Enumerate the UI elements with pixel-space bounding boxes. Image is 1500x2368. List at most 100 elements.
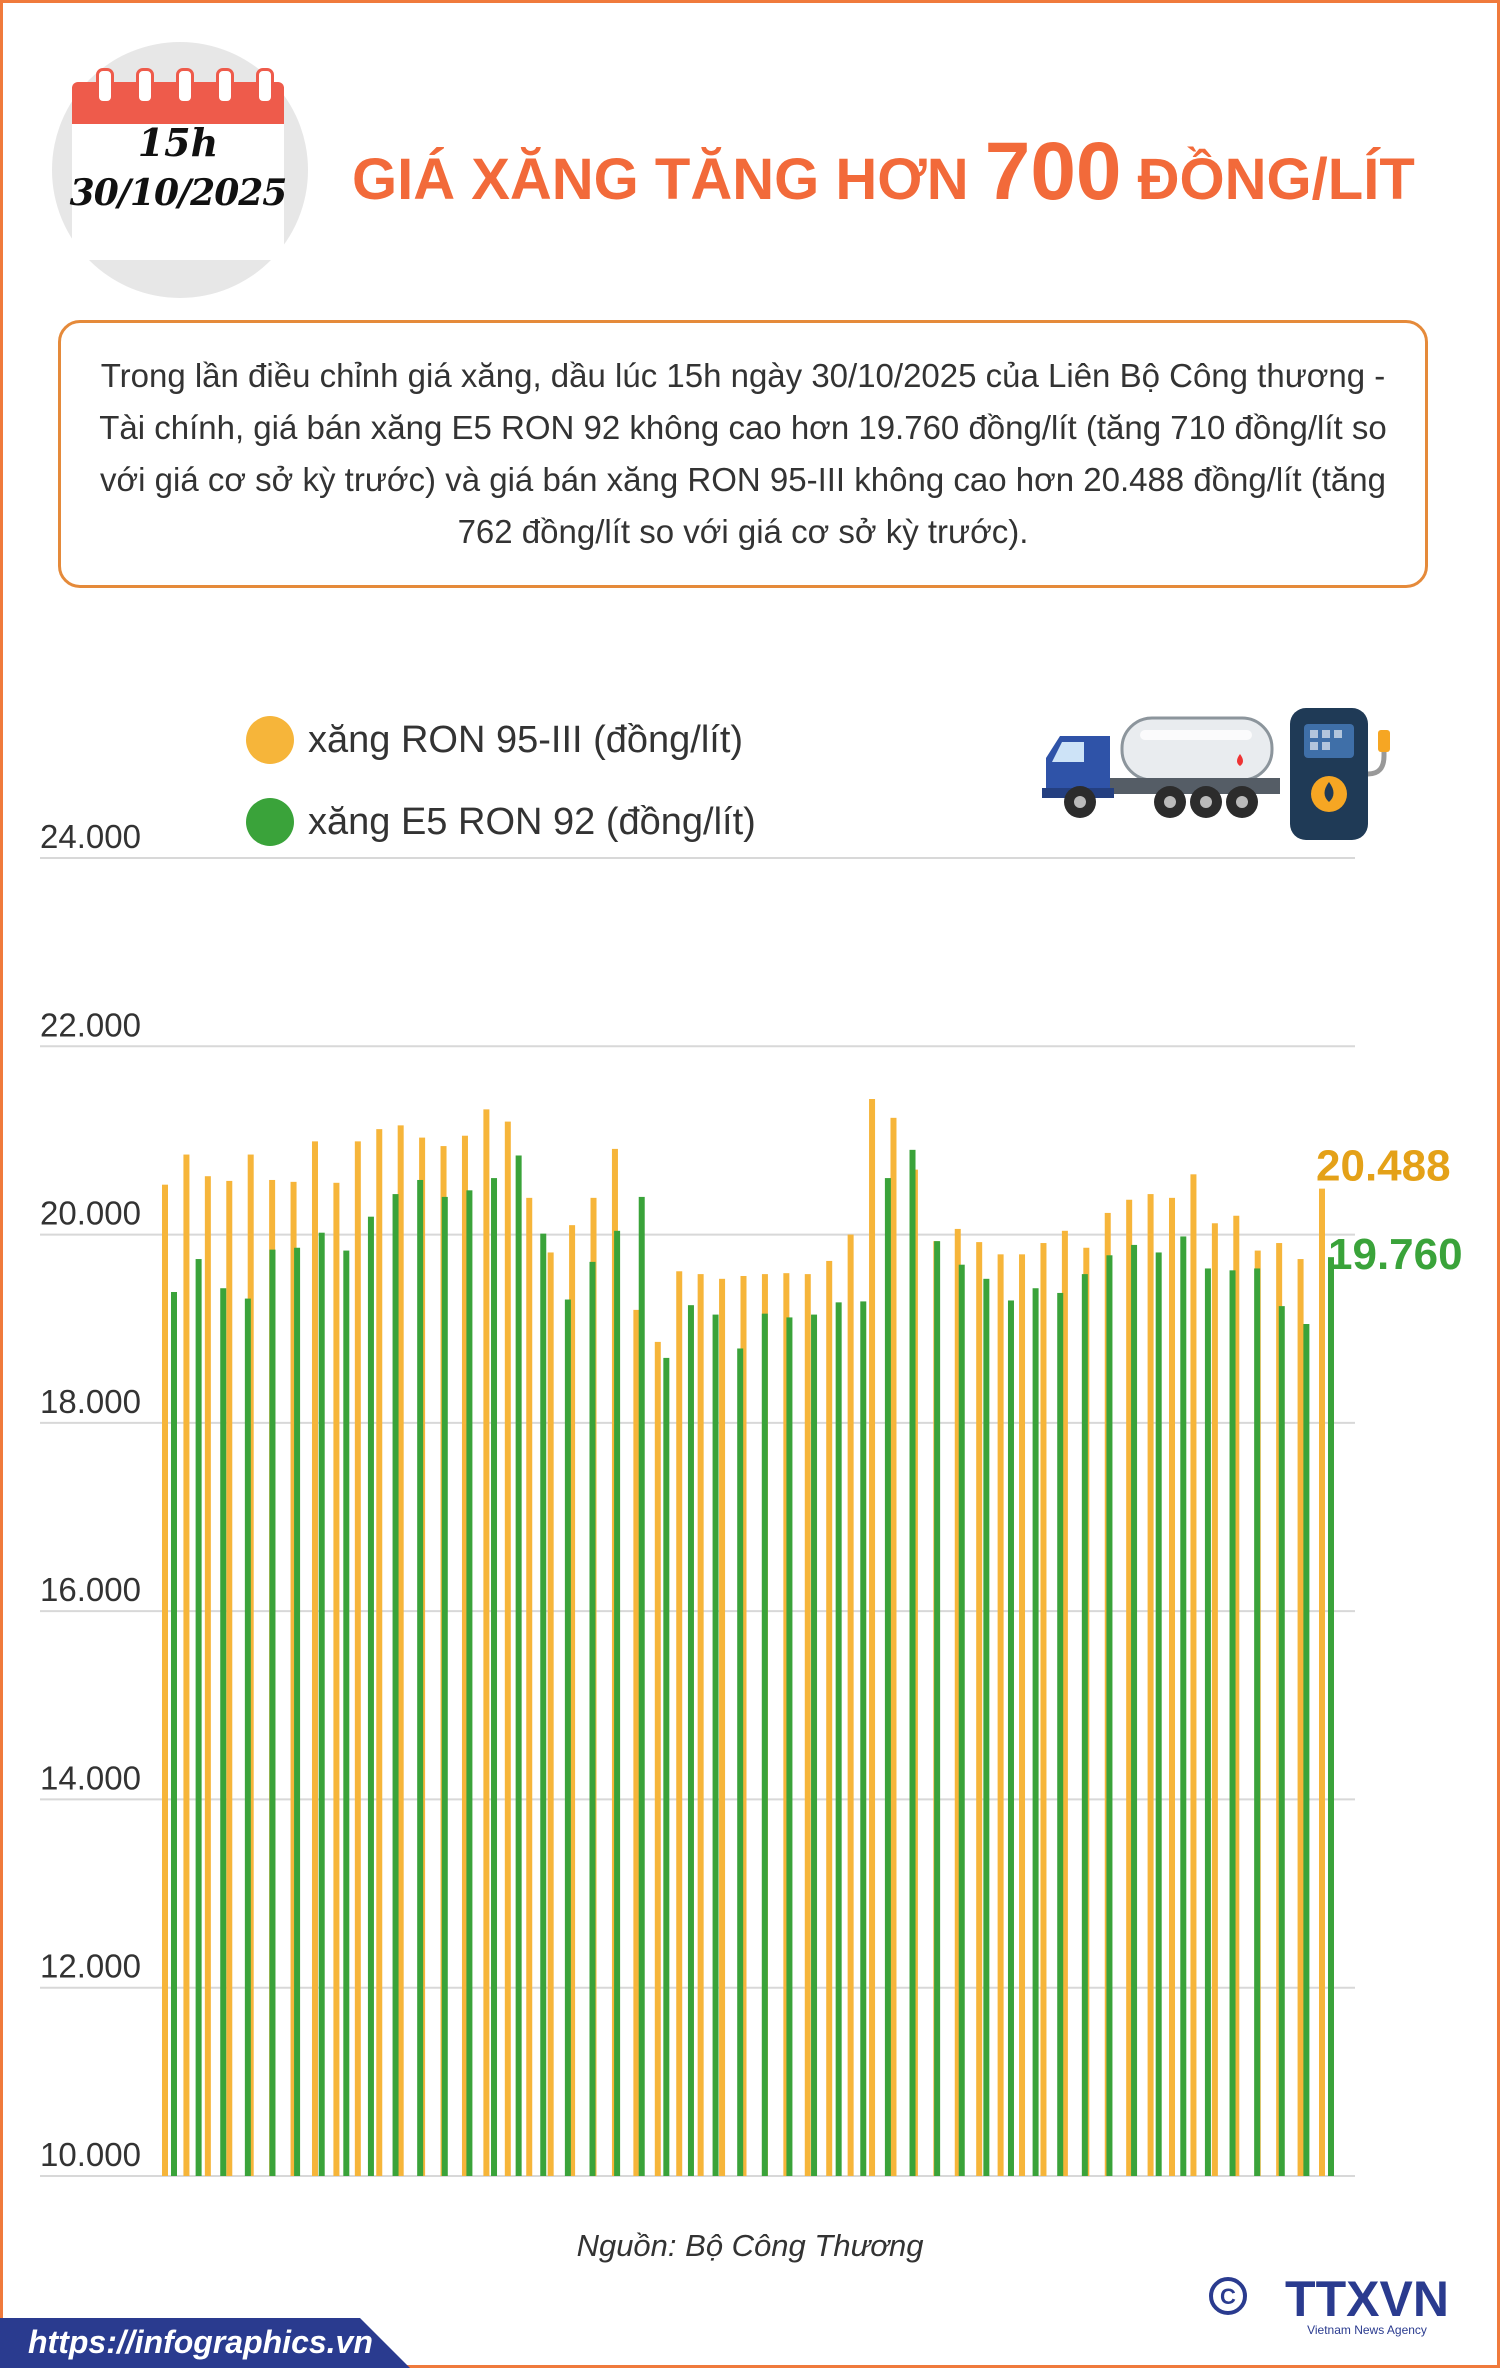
bar-e5 (417, 1179, 424, 2176)
bar-ron95 (976, 1242, 983, 2176)
bar-e5 (1007, 1300, 1014, 2176)
bar-e5 (1204, 1268, 1211, 2176)
logo-text: TTXVN (1285, 2271, 1449, 2327)
bar-e5 (1155, 1252, 1162, 2176)
y-tick-label: 10.000 (40, 2136, 141, 2173)
bar-e5 (786, 1317, 793, 2176)
bar-ron95 (633, 1309, 640, 2176)
url-bar (0, 2318, 410, 2368)
bar-ron95 (226, 1180, 233, 2176)
bar-ron95 (676, 1271, 683, 2176)
bar-ron95 (783, 1273, 790, 2176)
bar-e5 (1303, 1324, 1310, 2176)
bar-e5 (1328, 1257, 1334, 2176)
bar-e5 (318, 1232, 325, 2176)
bar-e5 (958, 1264, 965, 2176)
chart-bars (162, 1099, 1334, 2176)
bar-ron95 (1319, 1188, 1325, 2176)
bar-e5 (811, 1314, 818, 2176)
bar-e5 (712, 1314, 719, 2176)
bar-ron95 (354, 1141, 361, 2176)
bar-e5 (761, 1313, 768, 2176)
page-title: GIÁ XĂNG TĂNG HƠN 700 ĐỒNG/LÍT (352, 125, 1452, 219)
bar-e5 (1032, 1288, 1039, 2176)
calendar-ring (216, 68, 234, 104)
bar-e5 (392, 1194, 399, 2176)
bar-e5 (687, 1305, 694, 2176)
bar-ron95 (183, 1154, 190, 2176)
calendar-date: 30/10/2025 (69, 172, 288, 214)
bar-e5 (171, 1291, 177, 2176)
bar-ron95 (569, 1225, 576, 2176)
bar-ron95 (162, 1184, 168, 2176)
bar-ron95 (397, 1125, 404, 2176)
ttxvn-logo: TTXVN Vietnam News Agency (1285, 2271, 1449, 2337)
y-tick-label: 16.000 (40, 1571, 141, 1608)
y-tick-label: 12.000 (40, 1948, 141, 1985)
bar-ron95 (890, 1117, 897, 2176)
bar-e5 (663, 1357, 670, 2176)
legend-item-e5: xăng E5 RON 92 (đồng/lít) (246, 798, 756, 846)
bar-ron95 (847, 1234, 854, 2176)
bar-ron95 (1040, 1243, 1047, 2176)
legend-swatch-e5 (246, 798, 294, 846)
bar-ron95 (1169, 1197, 1176, 2176)
copyright-icon: C (1209, 2277, 1247, 2315)
bar-ron95 (290, 1181, 297, 2176)
bar-e5 (515, 1155, 522, 2176)
bar-e5 (294, 1247, 301, 2176)
description-box: Trong lần điều chỉnh giá xăng, dầu lúc 1… (58, 320, 1428, 588)
bar-e5 (934, 1241, 941, 2176)
title-suffix: ĐỒNG/LÍT (1121, 147, 1415, 212)
bar-ron95 (1126, 1199, 1133, 2176)
y-tick-label: 20.000 (40, 1195, 141, 1232)
bar-e5 (367, 1216, 374, 2176)
bar-e5 (343, 1250, 350, 2176)
bar-ron95 (376, 1129, 383, 2176)
end-label-ron95: 20.488 (1316, 1142, 1451, 1191)
bar-ron95 (1297, 1259, 1304, 2176)
bar-e5 (1254, 1268, 1261, 2176)
legend-swatch-ron95 (246, 716, 294, 764)
bar-ron95 (204, 1176, 211, 2176)
end-label-e5: 19.760 (1328, 1230, 1463, 1279)
bar-e5 (540, 1233, 547, 2176)
legend-label-e5: xăng E5 RON 92 (đồng/lít) (308, 800, 756, 843)
bar-e5 (466, 1190, 473, 2176)
logo-subtext: Vietnam News Agency (1307, 2323, 1427, 2337)
legend-item-ron95: xăng RON 95-III (đồng/lít) (246, 716, 743, 764)
title-number: 700 (984, 126, 1122, 217)
bar-e5 (909, 1149, 916, 2176)
calendar-ring (176, 68, 194, 104)
bar-e5 (737, 1348, 744, 2176)
bar-ron95 (740, 1275, 747, 2176)
bar-ron95 (311, 1141, 318, 2176)
bar-ron95 (1190, 1174, 1197, 2176)
bar-e5 (1229, 1270, 1236, 2176)
y-tick-label: 24.000 (40, 818, 141, 855)
bar-e5 (1106, 1255, 1113, 2176)
bar-e5 (835, 1302, 842, 2176)
price-bar-chart: 10.000 12.000 14.000 16.000 18.000 20.000 22.0… (40, 818, 1463, 2177)
bar-e5 (441, 1196, 448, 2176)
calendar-ring (136, 68, 154, 104)
site-url-link[interactable]: https://infographics.vn (28, 2324, 373, 2360)
bar-ron95 (333, 1182, 340, 2176)
bar-e5 (195, 1259, 202, 2176)
bar-ron95 (1211, 1223, 1218, 2176)
bar-e5 (1180, 1236, 1187, 2176)
description-text: Trong lần điều chỉnh giá xăng, dầu lúc 1… (99, 357, 1387, 550)
bar-e5 (884, 1178, 891, 2176)
bar-e5 (614, 1230, 621, 2176)
bar-ron95 (1147, 1194, 1154, 2176)
bar-e5 (1131, 1244, 1138, 2176)
title-prefix: GIÁ XĂNG TĂNG HƠN (352, 147, 985, 212)
bar-ron95 (461, 1135, 468, 2176)
bar-ron95 (1233, 1215, 1240, 2176)
bar-ron95 (1019, 1254, 1026, 2176)
bar-ron95 (1061, 1230, 1068, 2176)
fuel-pump-icon (1290, 708, 1390, 840)
bar-e5 (860, 1301, 867, 2176)
bar-e5 (269, 1249, 276, 2176)
